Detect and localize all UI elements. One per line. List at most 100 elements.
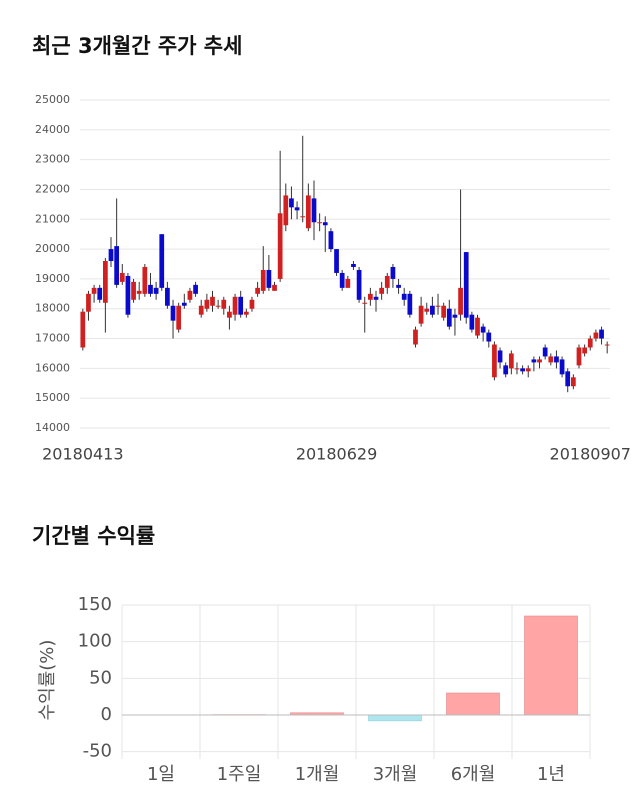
- candle-body: [215, 305, 221, 307]
- candle-body: [525, 368, 531, 372]
- candle-body: [497, 350, 503, 363]
- bar: [524, 615, 578, 716]
- candle-body: [80, 311, 86, 348]
- candle-body: [305, 195, 311, 229]
- candle-body: [193, 284, 198, 294]
- candle-body: [401, 293, 407, 300]
- candle-body: [153, 287, 159, 294]
- y-tick-label: 50: [89, 667, 112, 688]
- candle-body: [142, 266, 148, 294]
- bar: [368, 714, 422, 722]
- candle-body: [537, 359, 542, 363]
- candle-body: [570, 377, 576, 387]
- candle-body: [148, 284, 153, 294]
- candle-body: [119, 272, 125, 282]
- candle-body: [170, 305, 176, 321]
- candle-body: [204, 299, 210, 309]
- y-tick-label: 100: [78, 631, 112, 652]
- candle-body: [351, 264, 356, 267]
- candle-body: [390, 266, 396, 279]
- candle-body: [599, 329, 604, 339]
- candle-body: [91, 287, 97, 294]
- candle-body: [587, 338, 593, 348]
- candle-body: [548, 356, 554, 363]
- y-tick-label: 18000: [35, 302, 70, 315]
- candle-body: [514, 368, 520, 370]
- y-tick-label: 17000: [35, 332, 70, 345]
- y-tick-label: 22000: [35, 182, 70, 195]
- x-tick-label: 20180629: [296, 445, 377, 464]
- x-tick-label: 20180413: [42, 445, 123, 464]
- candle-body: [435, 305, 441, 307]
- x-tick-label: 3개월: [373, 764, 418, 785]
- candle-body: [97, 287, 103, 300]
- candle-body: [114, 246, 120, 285]
- y-tick-label: -50: [83, 741, 112, 762]
- x-tick-label: 1주일: [217, 764, 262, 785]
- candle-body: [238, 296, 244, 315]
- candle-body: [368, 293, 373, 300]
- candle-body: [413, 329, 418, 345]
- candle-body: [475, 317, 480, 336]
- candle-body: [418, 305, 424, 324]
- candle-body: [103, 261, 108, 303]
- candle-body: [503, 365, 509, 375]
- candle-body: [198, 305, 204, 315]
- y-tick-label: 15000: [35, 391, 70, 404]
- candle-body: [328, 231, 334, 250]
- candle-body: [508, 353, 514, 369]
- candle-body: [593, 332, 599, 339]
- candle-body: [576, 347, 582, 366]
- candle-body: [125, 275, 131, 315]
- candle-body: [469, 314, 475, 330]
- bar: [446, 692, 500, 716]
- candle-body: [424, 308, 430, 312]
- candle-body: [272, 284, 277, 291]
- x-tick-label: 1일: [147, 764, 175, 785]
- candle-body: [283, 195, 289, 226]
- candle-body: [559, 359, 565, 375]
- candle-body: [362, 302, 368, 304]
- x-tick-label: 20180907: [550, 445, 631, 464]
- candle-body: [531, 359, 537, 363]
- candle-body: [266, 269, 272, 288]
- candle-body: [159, 234, 165, 288]
- candle-body: [379, 287, 385, 294]
- candle-body: [334, 249, 339, 273]
- candle-body: [221, 299, 227, 309]
- y-axis-label: 수익률(%): [37, 640, 58, 721]
- candle-body: [294, 207, 300, 211]
- candle-body: [165, 287, 170, 306]
- candle-body: [277, 213, 283, 279]
- candle-body: [176, 305, 182, 330]
- candle-body: [181, 302, 187, 306]
- candle-body: [446, 308, 452, 327]
- candle-body: [260, 269, 266, 291]
- candle-body: [255, 287, 260, 294]
- candle-body: [458, 287, 463, 315]
- y-tick-label: 23000: [35, 153, 70, 166]
- candle-body: [384, 275, 390, 288]
- candle-body: [582, 347, 587, 354]
- y-tick-label: 21000: [35, 212, 70, 225]
- candle-body: [486, 332, 492, 342]
- candle-body: [322, 222, 328, 226]
- candle-body: [452, 314, 458, 318]
- candle-body: [542, 347, 548, 357]
- candle-body: [227, 311, 232, 318]
- x-tick-label: 1개월: [295, 764, 340, 785]
- y-tick-label: 16000: [35, 361, 70, 374]
- candle-body: [480, 326, 486, 333]
- candle-body: [131, 281, 136, 300]
- x-tick-label: 6개월: [451, 764, 496, 785]
- candle-body: [317, 222, 322, 224]
- y-tick-label: 14000: [35, 421, 70, 434]
- candle-body: [249, 299, 255, 309]
- candle-body: [430, 305, 435, 315]
- candle-body: [554, 356, 559, 363]
- candle-body: [311, 198, 317, 223]
- y-tick-label: 25000: [35, 93, 70, 106]
- candle-body: [345, 278, 351, 288]
- candle-body: [210, 296, 215, 306]
